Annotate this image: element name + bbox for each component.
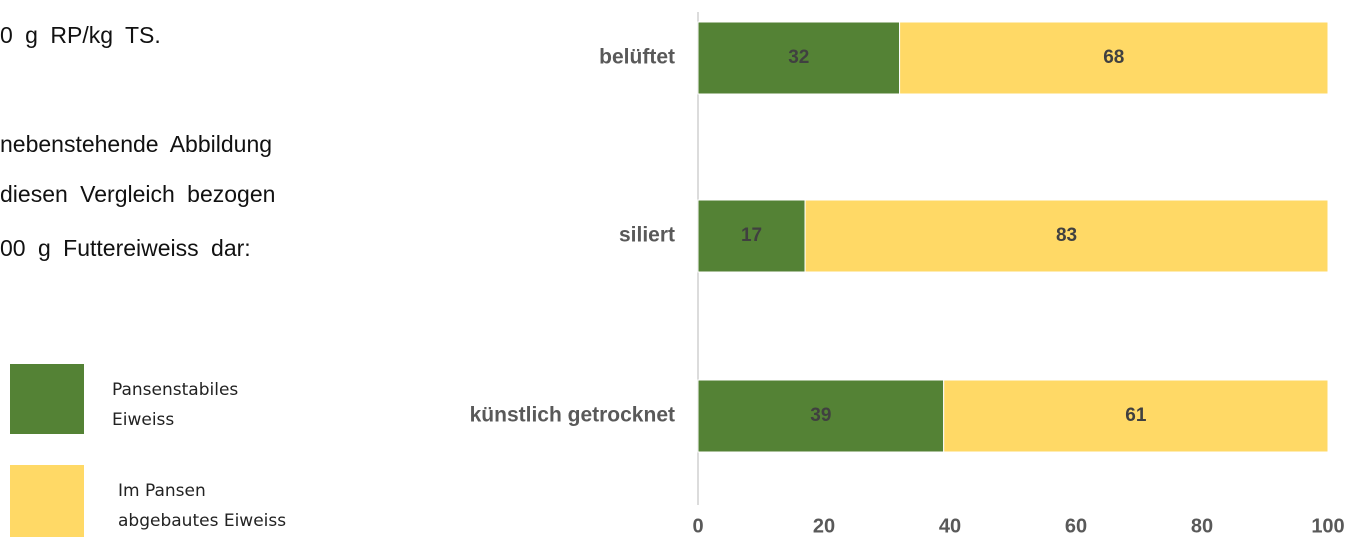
legend-swatch	[10, 364, 84, 434]
value-label: 61	[1125, 405, 1147, 426]
x-tick-label: 60	[1065, 515, 1087, 537]
value-label: 68	[1103, 47, 1124, 68]
bar-segment	[943, 379, 1329, 453]
value-label: 83	[1056, 225, 1077, 246]
paragraph-line: 0 g RP/kg TS.	[0, 22, 161, 48]
x-tick-label: 40	[939, 515, 961, 537]
legend-swatch	[10, 465, 84, 537]
x-tick-label: 0	[692, 515, 703, 537]
x-tick-label: 20	[813, 515, 835, 537]
bar-segment	[697, 21, 901, 95]
value-label: 39	[810, 405, 831, 426]
category-label: künstlich getrocknet	[470, 404, 675, 427]
category-label: belüftet	[599, 46, 675, 69]
category-label: siliert	[619, 224, 675, 247]
bar-segment	[697, 379, 945, 453]
x-tick-label: 100	[1311, 515, 1344, 537]
value-label: 32	[788, 47, 809, 68]
value-label: 17	[741, 225, 762, 246]
paragraph-line: 00 g Futtereiweiss dar:	[0, 235, 251, 261]
legend-label: Im Pansen abgebautes Eiweiss	[118, 481, 287, 531]
paragraph-line: diesen Vergleich bezogen	[0, 181, 276, 207]
bar-segment	[899, 21, 1329, 95]
bar-segment	[804, 199, 1329, 273]
x-tick-label: 80	[1191, 515, 1213, 537]
bar-segment	[697, 199, 806, 273]
paragraph-line: nebenstehende Abbildung	[0, 131, 273, 157]
legend-label: Pansenstabiles Eiweiss	[112, 380, 239, 430]
